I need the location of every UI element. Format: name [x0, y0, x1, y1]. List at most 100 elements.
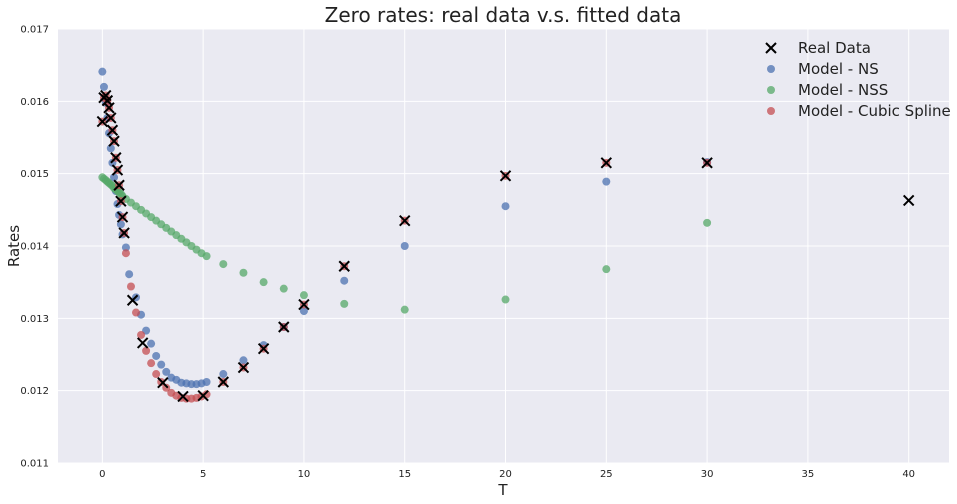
model-ns-point: [219, 370, 228, 379]
legend-marker: [767, 65, 775, 73]
legend-marker: [767, 86, 775, 94]
real-data-point: [111, 164, 124, 176]
model-ns-point: [121, 243, 130, 252]
real-data-point: [338, 260, 350, 272]
model-nss-point: [259, 278, 268, 287]
model-cubic-spline-point: [147, 359, 156, 368]
x-tick-label: 15: [398, 469, 411, 480]
y-axis-title: Rates: [5, 225, 23, 267]
real-data-point: [113, 179, 125, 191]
chart-title: Zero rates: real data v.s. fitted data: [325, 3, 682, 27]
real-data-point: [110, 152, 122, 164]
x-axis-title: T: [497, 481, 508, 499]
model-cubic-spline-point: [142, 346, 151, 355]
real-data-point: [298, 298, 310, 311]
model-ns-point: [299, 307, 308, 316]
real-data-point: [197, 390, 209, 402]
x-tick-label: 30: [701, 469, 714, 480]
model-ns-point: [152, 351, 161, 360]
legend-label: Model - Cubic Spline: [798, 102, 951, 120]
x-tick-label: 20: [499, 469, 512, 480]
model-ns-point: [501, 202, 510, 211]
real-data-point: [108, 135, 120, 147]
legend-item-model-nss: Model - NSS: [767, 81, 888, 99]
real-data-point: [105, 112, 117, 124]
y-tick-label: 0.016: [20, 97, 49, 108]
x-tick-label: 5: [200, 469, 206, 480]
model-cubic-spline-point: [132, 308, 141, 317]
model-ns-point: [116, 220, 125, 229]
real-data-point: [115, 195, 127, 207]
model-ns-point: [106, 144, 115, 153]
real-data-point: [701, 157, 713, 169]
legend: Real Data Model - NS Model - NSS Model - Cu…: [765, 39, 951, 120]
legend-label: Model - NS: [798, 60, 879, 78]
model-ns-point: [602, 177, 611, 186]
real-data-point: [902, 194, 915, 207]
legend-label: Model - NSS: [798, 81, 888, 99]
real-data-point: [177, 390, 189, 403]
real-data-point: [157, 377, 169, 389]
real-data-point: [106, 124, 119, 136]
data-series: [96, 67, 915, 403]
model-ns-point: [125, 270, 134, 279]
real-data-point: [499, 170, 512, 182]
real-data-point: [103, 102, 115, 114]
model-ns-point: [340, 276, 349, 285]
real-data-point: [217, 376, 230, 388]
y-tick-label: 0.017: [20, 25, 49, 36]
model-cubic-spline-point: [152, 370, 161, 379]
real-data-point: [126, 294, 139, 306]
model-nss-point: [340, 299, 349, 308]
model-ns-point: [99, 82, 108, 91]
model-ns-point: [239, 356, 248, 365]
model-nss-point: [299, 291, 308, 300]
real-data-point: [237, 361, 250, 374]
real-data-point: [136, 337, 149, 349]
model-nss-point: [202, 252, 211, 261]
model-nss-point: [602, 265, 611, 274]
tick-labels: 0 5 10 15 20 25 30 35 40 0.011 0.012 0.013 0.014 0.01…: [20, 25, 915, 481]
y-tick-label: 0.011: [20, 459, 49, 470]
model-ns-point: [147, 339, 156, 348]
x-tick-label: 10: [298, 469, 311, 480]
model-nss-point: [279, 284, 288, 293]
model-nss-point: [400, 305, 409, 314]
model-nss-point: [239, 268, 248, 277]
model-ns-point: [202, 377, 211, 386]
model-cubic-spline-point: [126, 282, 135, 291]
y-tick-label: 0.014: [20, 242, 49, 253]
x-tick-label: 35: [802, 469, 815, 480]
legend-label: Real Data: [798, 39, 871, 57]
real-data-point: [116, 211, 129, 223]
legend-item-model-ns: Model - NS: [767, 60, 879, 78]
real-data-point: [399, 214, 411, 227]
real-data-point: [278, 321, 290, 333]
y-tick-label: 0.013: [20, 314, 49, 325]
model-cubic-spline-point: [162, 383, 171, 392]
real-data-point: [96, 115, 109, 128]
legend-marker: [765, 42, 777, 54]
y-tick-label: 0.012: [20, 386, 49, 397]
model-ns-point: [157, 360, 166, 369]
model-ns-point: [110, 173, 119, 182]
legend-item-model-cubic-spline: Model - Cubic Spline: [767, 102, 951, 120]
x-tick-label: 40: [902, 469, 915, 480]
model-ns-point: [162, 367, 171, 376]
x-tick-label: 0: [99, 469, 105, 480]
model-nss-point: [219, 260, 228, 269]
model-nss-point: [501, 295, 510, 304]
real-data-point: [600, 157, 613, 169]
real-data-point: [118, 227, 130, 239]
legend-item-real-data: Real Data: [765, 39, 871, 57]
y-tick-label: 0.015: [20, 169, 49, 180]
legend-marker: [767, 107, 775, 115]
real-data-point: [257, 343, 270, 355]
x-tick-label: 25: [600, 469, 613, 480]
model-cubic-spline-point: [121, 249, 130, 258]
series-model-nss: [98, 173, 712, 314]
model-ns-point: [400, 242, 409, 250]
series-real-data: [96, 89, 915, 403]
model-cubic-spline-point: [137, 330, 146, 339]
